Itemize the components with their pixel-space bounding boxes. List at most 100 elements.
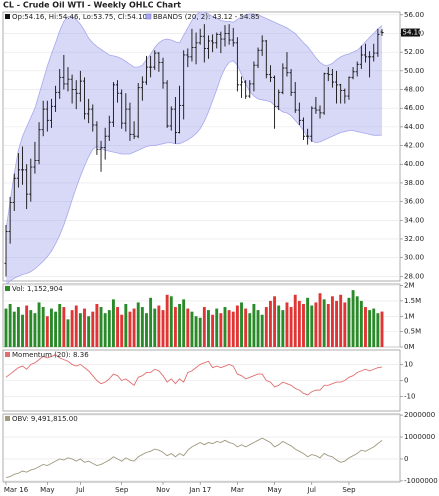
volume-bar [182,299,186,347]
panel-frame [2,11,401,282]
volume-bar [302,303,305,347]
y-tick-label: 2000000 [404,411,435,419]
legend-label: OBV: 9,491,815.00 [12,415,78,423]
volume-bar [248,313,252,347]
band-lower [5,60,383,286]
x-tick-label: May [267,486,281,494]
volume-bar [355,296,359,347]
volume-bar [252,303,256,347]
volume-bar [107,310,111,347]
band-fill [6,12,382,286]
volume-bar [256,310,260,347]
volume-bar [128,311,132,347]
y-tick-label: 30.00 [404,254,424,262]
volume-bar [58,303,62,347]
volume-bar [124,303,128,347]
volume-bar [4,308,8,347]
volume-bar [219,313,223,347]
y-tick-label: 44.00 [404,123,424,131]
y-tick-label: 38.00 [404,179,424,187]
band-upper [5,11,383,230]
y-tick-label: 0M [404,343,415,351]
volume-bar [140,307,144,347]
volume-bar [268,300,272,347]
volume-bar [78,313,82,347]
volume-bar [310,305,314,347]
y-tick-label: 40.00 [404,160,424,168]
volume-bar [66,319,70,347]
volume-bar [12,311,16,347]
volume-bar [50,308,53,347]
volume-bar [198,317,202,347]
volume-bar [297,300,301,347]
x-tick-label: Jul [307,486,317,494]
volume-bar [8,303,12,347]
volume-bar [37,302,41,347]
volume-bar [264,307,268,347]
volume-bar [149,297,153,347]
volume-bar [326,303,330,347]
volume-bar [330,296,334,347]
x-tick-label: Jan 17 [188,486,211,494]
y-tick-label: 50.00 [404,67,424,75]
volume-bar [116,307,120,347]
last-price-tag [401,28,420,37]
volume-bar [244,308,248,347]
y-tick-label: 28.00 [404,272,424,280]
x-tick-label: Mar [231,486,244,494]
volume-bar [111,299,115,347]
volume-bar [16,307,20,347]
volume-bar [95,303,99,347]
y-tick-label: 10 [404,360,413,368]
volume-bar [87,316,91,347]
volume-bar [281,310,285,347]
volume-bar [306,297,310,347]
volume-bar [235,305,239,347]
volume-bar [260,314,264,347]
volume-bar [359,300,363,347]
volume-bar [215,308,219,347]
volume-bar [376,313,380,347]
y-tick-label: 0 [404,455,408,463]
panel-frame [2,413,401,483]
y-tick-label: 32.00 [404,235,424,243]
x-tick-label: Nov [156,486,170,494]
x-tick-label: Jul [75,486,85,494]
volume-bar [169,296,173,347]
volume-bar [380,311,384,347]
volume-bar [161,310,165,347]
y-tick-label: 42.00 [404,142,424,150]
indicator-line [5,437,383,479]
volume-bar [29,310,33,347]
legend-label: Op:54.16, Hi:54.46, Lo:53.75, Cl:54.10 [12,13,147,21]
y-tick-label: 0.5M [404,328,421,336]
volume-bar [273,296,277,347]
volume-bar [33,313,37,347]
volume-bar [223,307,227,347]
y-tick-label: 52.00 [404,48,424,56]
legend-swatch [145,13,152,20]
y-tick-label: 1M [404,312,415,320]
volume-bar [322,299,326,347]
volume-bar [335,300,338,347]
volume-bar [103,313,107,347]
legend-label: BBANDS (20, 2): 43.12 - 54.85 [153,13,260,21]
y-tick-label: 1.5M [404,297,421,305]
y-tick-label: 56.00 [404,11,424,19]
volume-bar [120,314,124,347]
y-tick-label: 1000000 [404,433,435,441]
x-tick-label: May [40,486,54,494]
volume-bar [21,314,24,347]
volume-bar [343,302,347,347]
volume-bar [202,307,206,347]
volume-bar [62,307,66,347]
volume-bar [372,308,376,347]
y-tick-label: 2M [404,282,415,290]
volume-bar [231,311,235,347]
volume-bar [190,311,194,347]
volume-bar [41,307,45,347]
volume-bar [289,307,293,347]
volume-bar [207,310,210,347]
volume-bar [157,305,161,347]
volume-bar [186,308,190,347]
